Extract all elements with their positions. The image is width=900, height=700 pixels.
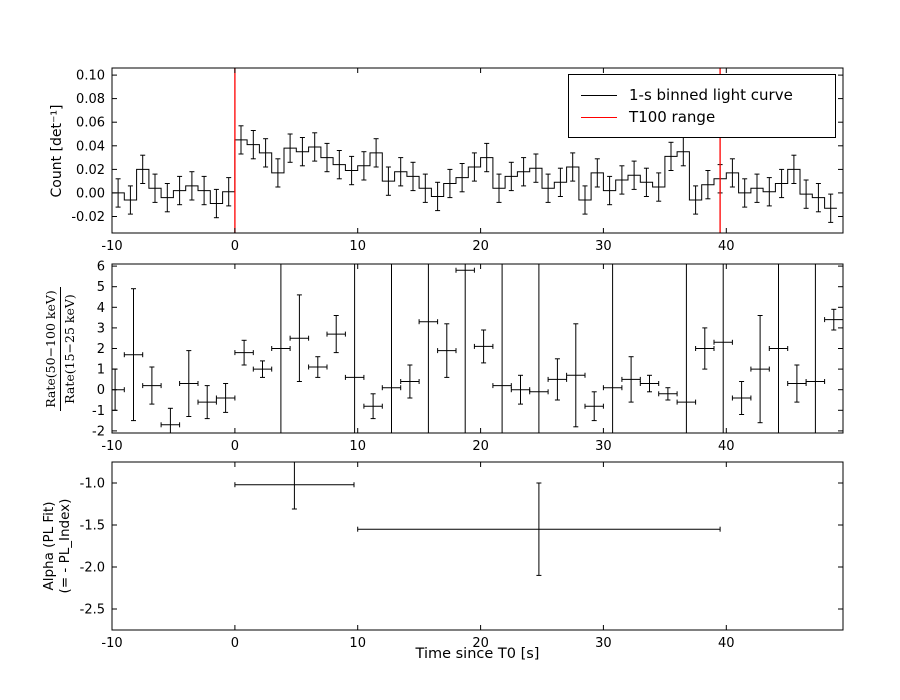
svg-text:-2: -2 [92, 424, 105, 439]
svg-text:5: 5 [97, 280, 105, 295]
svg-text:-2.5: -2.5 [80, 603, 105, 618]
svg-text:40: 40 [718, 439, 735, 454]
svg-text:-1.0: -1.0 [80, 477, 105, 492]
bottom-ylabel: Alpha (PL Fit) (= - PL_Index) [41, 460, 75, 632]
svg-text:-10: -10 [101, 239, 122, 254]
panel-lightcurve: -10 0 10 20 30 40 0.10 0.08 0.06 0.04 0.02 0.00 -0.0… [71, 67, 844, 254]
svg-text:-2.0: -2.0 [80, 561, 105, 576]
fraction-denominator: Rate(15−25 keV) [62, 294, 78, 404]
svg-text:0.10: 0.10 [76, 69, 105, 84]
svg-text:20: 20 [472, 239, 489, 254]
svg-text:0.08: 0.08 [76, 92, 105, 107]
svg-text:30: 30 [595, 239, 612, 254]
svg-text:-1: -1 [92, 404, 105, 419]
panel-alpha: -10 0 10 20 30 40 -1.0 -1.5 -2.0 -2.5 [80, 461, 844, 651]
svg-text:20: 20 [472, 636, 489, 651]
svg-text:3: 3 [97, 321, 105, 336]
legend-entry-t100: T100 range [581, 106, 823, 128]
svg-text:0: 0 [231, 239, 239, 254]
legend-label-lightcurve: 1-s binned light curve [629, 86, 793, 104]
middle-ylabel: Rate(50−100 keV) Rate(15−25 keV) [43, 264, 81, 434]
svg-text:4: 4 [97, 301, 105, 316]
svg-text:0: 0 [231, 439, 239, 454]
lightcurve-line-sample [581, 94, 617, 96]
svg-text:30: 30 [595, 439, 612, 454]
svg-text:-10: -10 [101, 636, 122, 651]
svg-text:0.06: 0.06 [76, 116, 105, 131]
svg-text:-1.5: -1.5 [80, 519, 105, 534]
svg-text:0.02: 0.02 [76, 163, 105, 178]
svg-text:30: 30 [595, 636, 612, 651]
svg-text:40: 40 [718, 239, 735, 254]
svg-text:-0.02: -0.02 [71, 210, 105, 225]
svg-text:1: 1 [97, 363, 105, 378]
x-axis-label: Time since T0 [s] [415, 646, 540, 662]
legend-entry-lightcurve: 1-s binned light curve [581, 84, 823, 106]
svg-text:0.00: 0.00 [76, 186, 105, 201]
rate-ratio-fraction: Rate(50−100 keV) Rate(15−25 keV) [43, 287, 79, 411]
svg-text:40: 40 [718, 636, 735, 651]
legend: 1-s binned light curve T100 range [568, 74, 836, 138]
svg-text:0: 0 [97, 383, 105, 398]
svg-text:0: 0 [231, 636, 239, 651]
top-ylabel: Count [det⁻¹] [49, 104, 65, 198]
svg-text:-10: -10 [101, 439, 122, 454]
bottom-ylabel-line1: Alpha (PL Fit) [41, 501, 57, 591]
svg-text:6: 6 [97, 260, 105, 275]
svg-text:10: 10 [349, 636, 366, 651]
fraction-numerator: Rate(50−100 keV) [43, 287, 62, 411]
svg-text:2: 2 [97, 342, 105, 357]
svg-text:20: 20 [472, 439, 489, 454]
svg-text:0.04: 0.04 [76, 139, 105, 154]
bottom-ylabel-line2: (= - PL_Index) [57, 498, 73, 594]
svg-text:10: 10 [349, 239, 366, 254]
svg-text:10: 10 [349, 439, 366, 454]
t100-line-sample [581, 116, 617, 118]
legend-label-t100: T100 range [629, 108, 716, 126]
